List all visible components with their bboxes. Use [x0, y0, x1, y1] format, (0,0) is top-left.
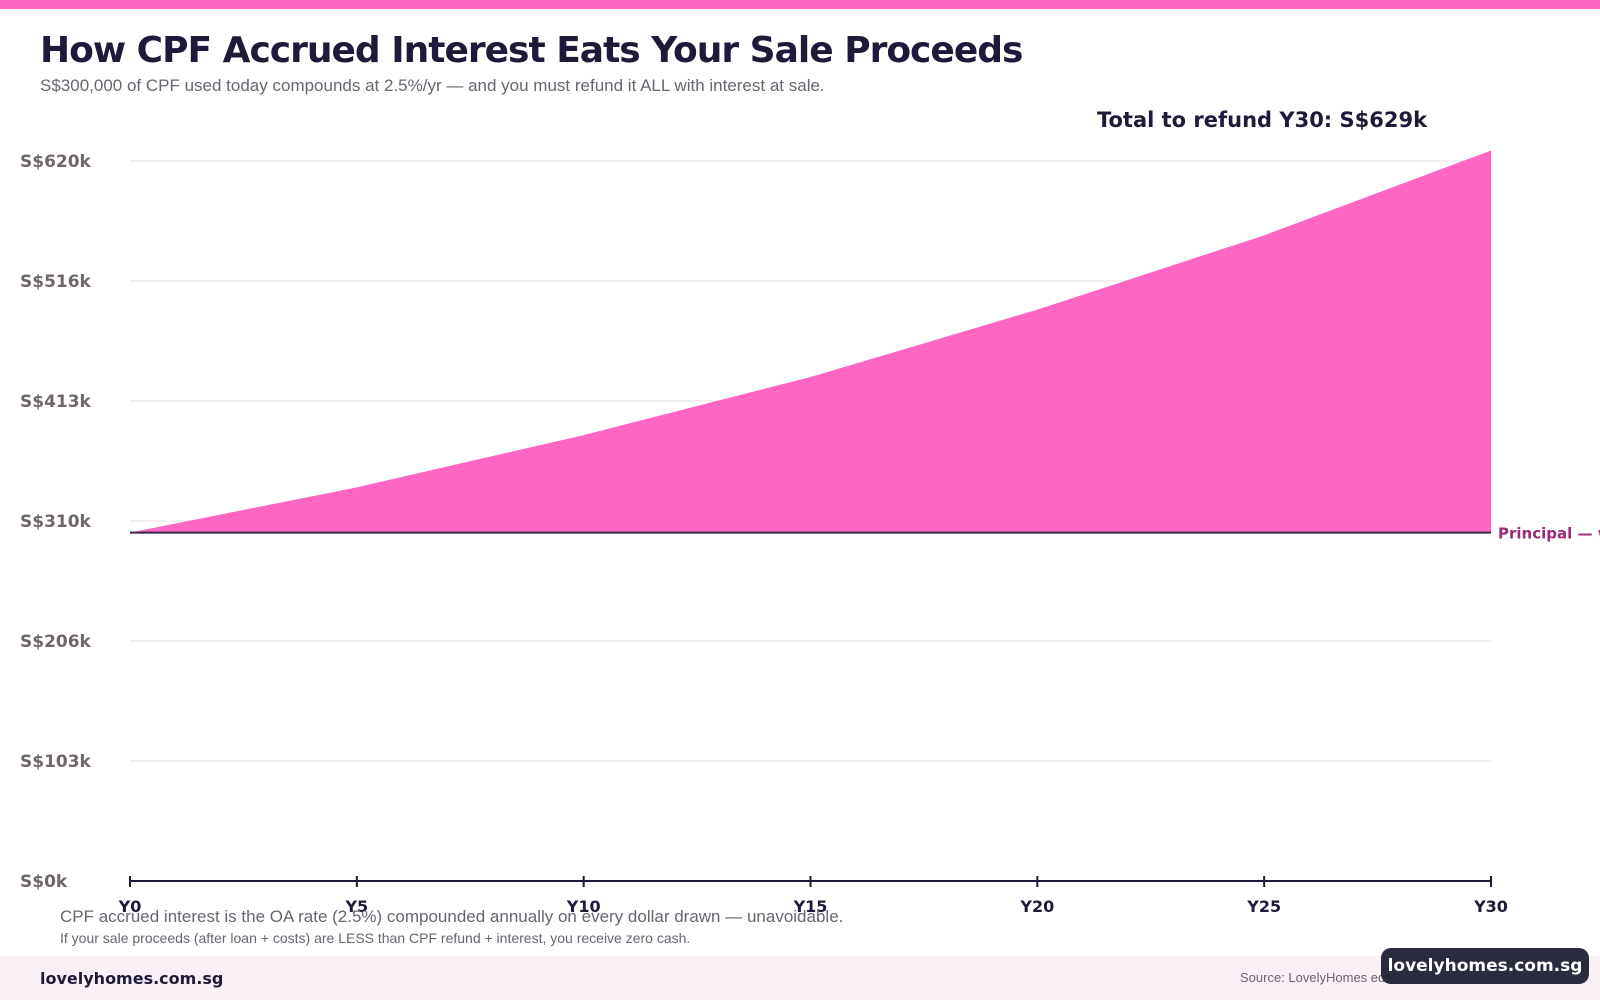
interest-area [130, 150, 1491, 533]
y-tick-label: S$0k [20, 872, 68, 892]
y-tick-label: S$620k [20, 152, 92, 172]
page-subtitle: S$300,000 of CPF used today compounds at… [40, 76, 825, 95]
source-note: Source: LovelyHomes edi [1240, 970, 1389, 985]
y-tick-label: S$310k [20, 512, 92, 532]
warning-note: If your sale proceeds (after loan + cost… [60, 930, 691, 946]
y-tick-label: S$103k [20, 752, 92, 772]
x-tick-label: Y20 [1019, 897, 1054, 916]
brand-badge: lovelyhomes.com.sg [1381, 948, 1589, 984]
x-tick-label: Y30 [1473, 897, 1508, 916]
principal-label: Principal — w [1498, 525, 1600, 543]
x-tick-label: Y25 [1246, 897, 1281, 916]
principal-layer: Principal — w [130, 525, 1600, 543]
y-tick-label: S$206k [20, 632, 92, 652]
footer: lovelyhomes.com.sg Source: LovelyHomes e… [0, 956, 1600, 1000]
series-layer [130, 150, 1491, 533]
x-tick-label: Y0 [118, 897, 142, 916]
y-tick-label: S$413k [20, 392, 92, 412]
total-refund-annotation: Total to refund Y30: S$629k [1097, 108, 1428, 132]
page-title: How CPF Accrued Interest Eats Your Sale … [40, 30, 1023, 71]
y-axis: S$0k S$103k S$206k S$310k S$413k S$516k S$620k [20, 152, 92, 892]
x-tick-label: Y10 [566, 897, 601, 916]
x-tick-label: Y15 [793, 897, 828, 916]
accent-top-bar [0, 0, 1600, 9]
x-tick-label: Y5 [344, 897, 368, 916]
x-axis: Y0 Y5 Y10 Y15 Y20 Y25 Y30 [118, 876, 1508, 916]
footer-brand: lovelyhomes.com.sg [40, 969, 224, 988]
explanation-note: CPF accrued interest is the OA rate (2.5… [60, 907, 844, 926]
y-tick-label: S$516k [20, 272, 92, 292]
